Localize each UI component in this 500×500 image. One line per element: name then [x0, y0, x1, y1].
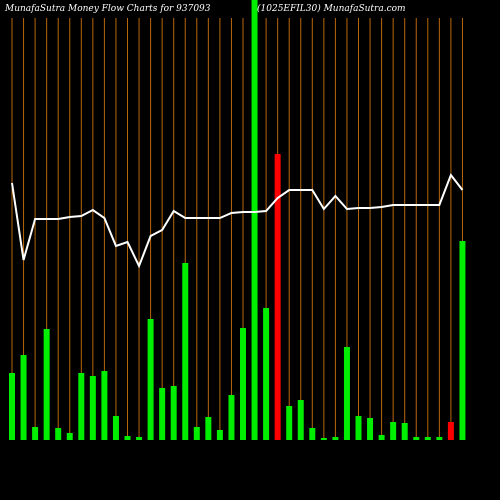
bar: [205, 417, 212, 440]
bar: [320, 438, 327, 440]
bar: [378, 435, 385, 440]
chart-title: MunafaSutra Money Flow Charts for 937093: [4, 4, 211, 14]
bar: [55, 428, 62, 440]
bar: [286, 406, 293, 440]
bar: [332, 437, 339, 440]
bar: [413, 437, 420, 440]
bar: [147, 319, 154, 440]
bar: [424, 437, 431, 440]
bar: [159, 388, 166, 440]
bar: [390, 422, 397, 440]
bar: [112, 416, 119, 440]
bar: [170, 386, 177, 440]
bar: [251, 0, 258, 440]
bars: [9, 0, 466, 440]
bar: [182, 263, 189, 440]
bar: [355, 416, 362, 440]
bar: [43, 329, 50, 440]
bar: [89, 376, 96, 440]
bar: [240, 328, 246, 440]
bar: [401, 423, 408, 440]
bar: [309, 428, 316, 440]
bar: [20, 355, 27, 440]
bar: [297, 400, 304, 440]
bar: [274, 154, 281, 440]
bar: [367, 418, 374, 440]
chart-subtitle: (1025EFIL30) MunafaSutra.com: [257, 3, 406, 14]
bar: [124, 436, 131, 440]
money-flow-line: [11, 172, 464, 269]
bar: [228, 395, 235, 440]
bar: [447, 422, 454, 440]
bar: [216, 430, 223, 440]
bar: [32, 427, 39, 440]
bar: [9, 373, 15, 440]
bar: [101, 371, 108, 440]
bar: [193, 427, 200, 440]
bar: [66, 433, 73, 440]
bar: [343, 347, 350, 440]
bar: [78, 373, 85, 440]
bar: [263, 308, 270, 440]
bar: [136, 437, 143, 440]
bar: [459, 241, 466, 440]
bar: [436, 437, 443, 440]
